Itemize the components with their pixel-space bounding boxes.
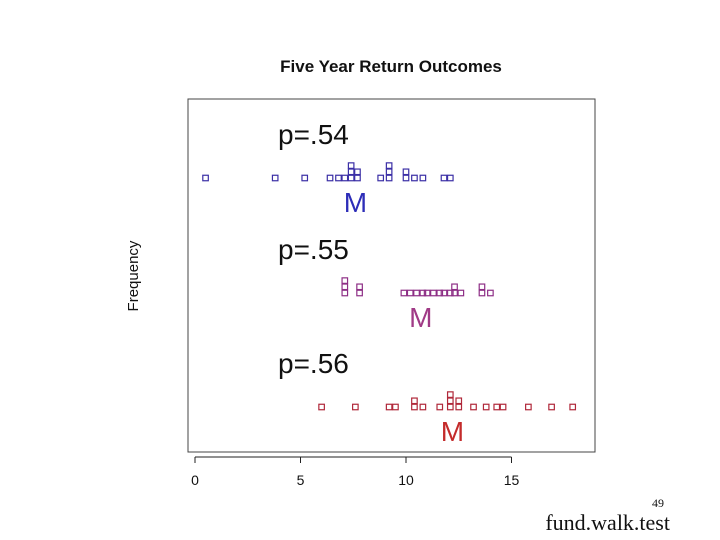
data-point bbox=[301, 174, 309, 182]
data-point bbox=[341, 174, 349, 182]
data-point bbox=[451, 283, 458, 291]
data-point bbox=[478, 283, 486, 291]
chart-marks: p=.54 Mp=.55 Mp=.56 M bbox=[202, 119, 577, 447]
data-point bbox=[392, 403, 399, 411]
data-point bbox=[446, 397, 454, 405]
data-point bbox=[354, 168, 361, 176]
page-number: 49 bbox=[652, 496, 664, 510]
data-point bbox=[377, 174, 385, 182]
data-point bbox=[457, 289, 465, 297]
data-point bbox=[341, 277, 349, 284]
mean-marker: M bbox=[441, 416, 464, 447]
x-tick-label: 10 bbox=[398, 472, 414, 488]
data-point bbox=[455, 397, 463, 405]
data-point bbox=[525, 403, 532, 411]
y-axis-label: Frequency bbox=[125, 240, 142, 311]
data-point bbox=[423, 289, 431, 297]
data-point bbox=[478, 289, 486, 297]
data-point bbox=[356, 283, 363, 291]
data-point bbox=[446, 174, 454, 182]
data-point bbox=[402, 174, 410, 182]
data-point bbox=[406, 289, 414, 297]
data-point bbox=[440, 174, 448, 182]
data-point bbox=[446, 403, 454, 411]
data-point bbox=[499, 403, 507, 411]
panel-label: p=.56 bbox=[278, 348, 349, 379]
data-point bbox=[347, 162, 355, 169]
data-point bbox=[411, 174, 418, 182]
x-tick-label: 0 bbox=[191, 472, 199, 488]
data-point bbox=[419, 174, 427, 182]
data-point bbox=[352, 403, 359, 411]
data-point bbox=[326, 174, 334, 182]
data-point bbox=[419, 289, 427, 297]
data-point bbox=[402, 168, 410, 176]
data-point bbox=[411, 403, 418, 411]
data-point bbox=[385, 168, 393, 176]
panel-2: p=.55 M bbox=[278, 234, 494, 333]
panel-1: p=.54 M bbox=[202, 119, 454, 218]
data-point bbox=[569, 403, 577, 411]
data-point bbox=[385, 174, 393, 182]
data-point bbox=[271, 174, 279, 182]
data-point bbox=[487, 289, 494, 297]
data-point bbox=[455, 403, 463, 411]
data-point bbox=[347, 168, 355, 176]
data-point bbox=[385, 403, 393, 411]
panel-label: p=.55 bbox=[278, 234, 349, 265]
data-point bbox=[436, 289, 444, 297]
data-point bbox=[436, 403, 444, 411]
chart-title: Five Year Return Outcomes bbox=[280, 57, 502, 76]
footer-text: fund.walk.test bbox=[545, 510, 670, 535]
data-point bbox=[482, 403, 490, 411]
data-point bbox=[411, 397, 418, 405]
data-point bbox=[356, 289, 363, 297]
x-axis: 0 5 10 15 bbox=[191, 456, 520, 488]
panel-3: p=.56 M bbox=[278, 348, 577, 447]
data-point bbox=[440, 289, 448, 297]
data-point bbox=[446, 289, 454, 297]
data-point bbox=[470, 403, 477, 411]
plot-frame bbox=[187, 98, 596, 453]
data-point bbox=[493, 403, 501, 411]
data-point bbox=[430, 289, 437, 297]
data-point bbox=[419, 403, 427, 411]
data-point bbox=[385, 162, 393, 169]
mean-marker: M bbox=[409, 302, 432, 333]
data-point bbox=[347, 174, 355, 182]
data-point bbox=[413, 289, 420, 297]
data-point bbox=[451, 289, 458, 297]
data-point bbox=[335, 174, 342, 182]
data-point bbox=[318, 403, 325, 411]
data-point bbox=[446, 391, 454, 398]
data-point bbox=[341, 283, 349, 291]
x-tick-label: 5 bbox=[297, 472, 305, 488]
data-point bbox=[548, 403, 555, 411]
mean-marker: M bbox=[344, 187, 367, 218]
data-point bbox=[400, 289, 408, 297]
x-tick-label: 15 bbox=[504, 472, 520, 488]
panel-label: p=.54 bbox=[278, 119, 349, 150]
data-point bbox=[202, 174, 209, 182]
data-point bbox=[341, 289, 349, 297]
data-point bbox=[354, 174, 361, 182]
